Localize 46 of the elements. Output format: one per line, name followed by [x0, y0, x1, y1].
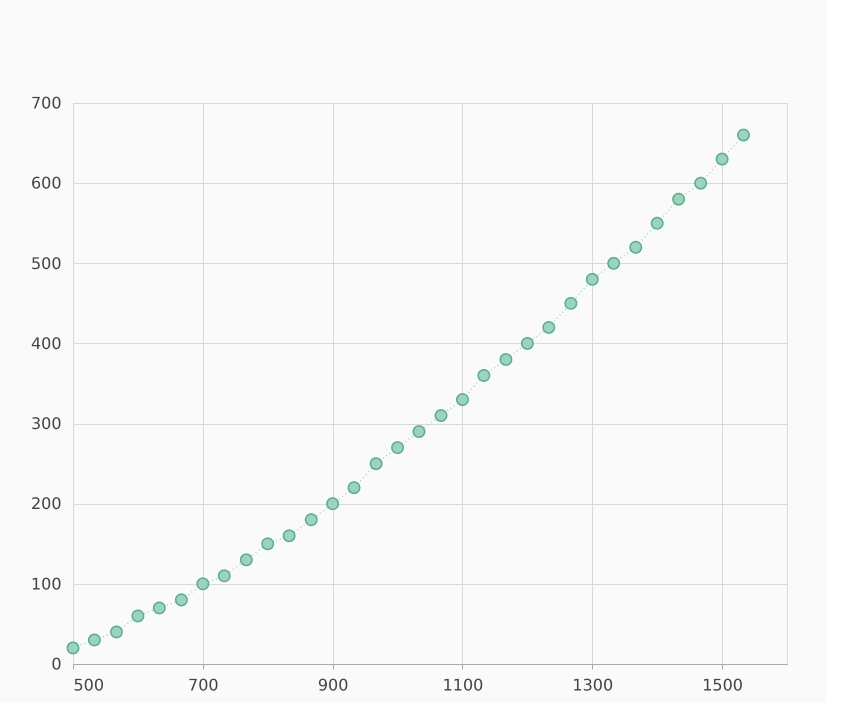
- point: [520, 336, 534, 350]
- point: [629, 240, 642, 254]
- x-tick-label: 1300: [572, 676, 614, 694]
- point: [370, 457, 383, 470]
- point: [564, 296, 578, 310]
- point: [391, 441, 404, 454]
- point: [477, 369, 490, 382]
- point: [304, 513, 318, 526]
- point: [152, 601, 166, 614]
- point: [261, 537, 274, 550]
- point: [282, 529, 296, 542]
- x-tick-label: 1500: [702, 676, 743, 694]
- y-tick-label: 300: [30, 414, 62, 434]
- x-tick-label: 500: [74, 676, 104, 694]
- y-tick-label: 700: [30, 94, 62, 112]
- y-tick-label: 200: [30, 494, 62, 514]
- x-tick-label: 900: [318, 676, 348, 694]
- point: [499, 353, 512, 366]
- point: [586, 272, 599, 286]
- point: [131, 609, 144, 622]
- point: [694, 176, 708, 190]
- point: [456, 393, 469, 406]
- y-tick-label: 100: [30, 574, 62, 594]
- point: [607, 256, 620, 270]
- y-tick-label: 400: [30, 334, 62, 353]
- y-tick-label: 600: [30, 174, 62, 193]
- x-tick-label: 700: [188, 676, 219, 694]
- point: [716, 152, 729, 166]
- point: [110, 626, 123, 638]
- point: [218, 569, 231, 582]
- y-tick-label: 500: [30, 254, 62, 273]
- point: [348, 481, 361, 494]
- point: [326, 497, 340, 510]
- point: [88, 634, 101, 646]
- point: [650, 216, 664, 230]
- point: [737, 128, 750, 142]
- x-tick-label: 1100: [442, 676, 484, 694]
- point: [240, 553, 253, 566]
- point: [174, 593, 188, 606]
- point: [412, 425, 426, 438]
- point: [672, 192, 686, 206]
- point: [66, 642, 80, 654]
- point: [434, 409, 448, 422]
- point: [196, 577, 210, 590]
- point: [542, 320, 556, 334]
- y-tick-label: 0: [51, 654, 62, 674]
